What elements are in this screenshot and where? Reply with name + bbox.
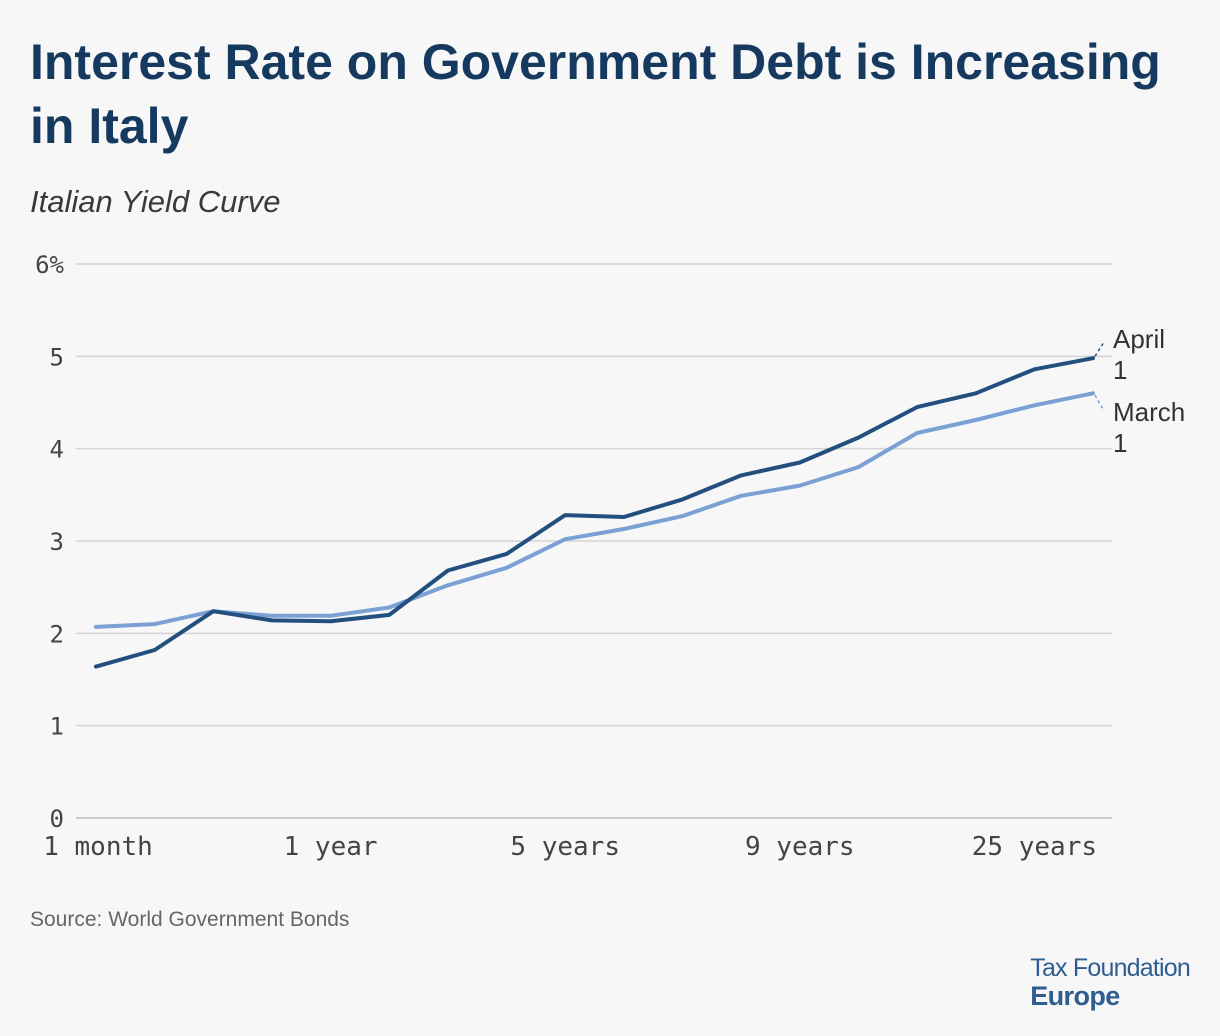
x-axis-tick-labels: 1 month 1 year 5 years 9 years 25 years	[43, 832, 1097, 862]
y-tick-label: 0	[50, 805, 64, 833]
x-tick-label: 9 years	[745, 832, 855, 862]
series-label-april-1: 1	[1113, 355, 1127, 385]
tax-foundation-europe-logo: Tax Foundation Europe	[1030, 954, 1191, 1011]
chart-subtitle: Italian Yield Curve	[30, 184, 281, 219]
y-axis-tick-labels: 0 1 2 3 4 5 6%	[35, 251, 64, 833]
y-tick-label: 5	[50, 343, 64, 371]
x-tick-label: 5 years	[510, 832, 620, 862]
y-tick-label: 1	[50, 713, 64, 741]
logo-text-tax-foundation: Tax Foundation	[1030, 954, 1191, 982]
label-leader-march-1	[1094, 394, 1105, 412]
label-leader-april-1	[1094, 341, 1105, 357]
y-tick-label: 6%	[35, 251, 64, 279]
series-label-march-1: 1	[1113, 428, 1127, 458]
yield-curve-chart: 0 1 2 3 4 5 6% 1 month 1 year 5 years 9 years 25 y…	[35, 251, 1185, 862]
series-lines	[94, 356, 1095, 669]
y-tick-label: 2	[50, 620, 64, 648]
grid-lines	[76, 263, 1112, 819]
x-tick-label: 1 month	[43, 832, 153, 862]
y-tick-label: 4	[50, 436, 64, 464]
series-label-march-1: March	[1113, 397, 1185, 427]
series-line-april-1	[94, 356, 1095, 669]
series-label-april-1: April	[1113, 324, 1165, 354]
logo-text-europe: Europe	[1030, 981, 1120, 1011]
x-tick-label: 1 year	[284, 832, 378, 862]
chart-title: Interest Rate on Government Debt is Incr…	[30, 34, 1161, 154]
series-line-march-1	[94, 391, 1095, 629]
x-tick-label: 25 years	[972, 832, 1097, 862]
y-tick-label: 3	[50, 528, 64, 556]
source-note: Source: World Government Bonds	[30, 908, 350, 931]
